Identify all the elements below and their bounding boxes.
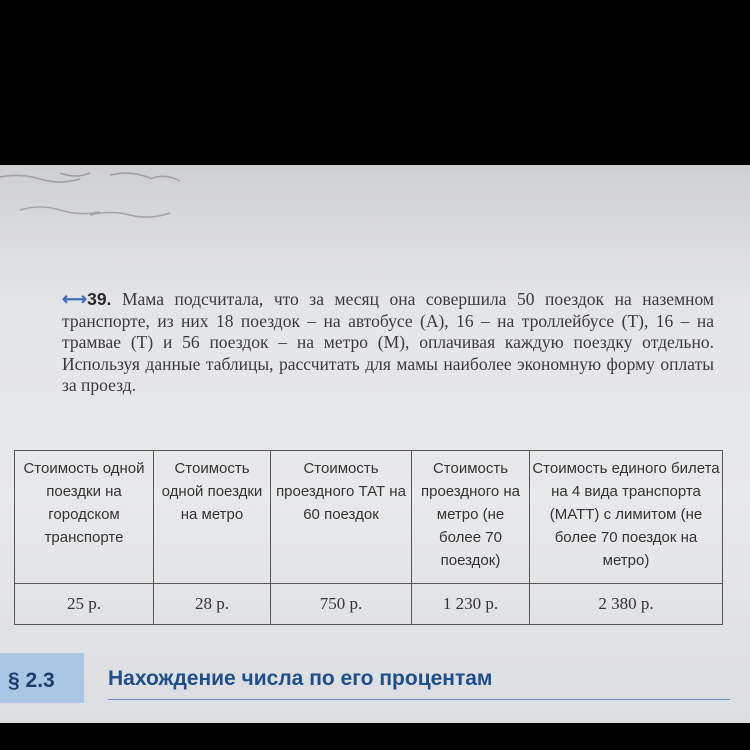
problem-39: ⟷39. Мама подсчитала, что за месяц она с… [62,289,714,397]
table-header-row: Стоимость одной поездки на городском тра… [14,450,723,584]
value-cell: 750 р. [270,583,412,625]
header-cell: Стоимость проездного ТАТ на 60 поездок [270,450,412,584]
value-cell: 2 380 р. [529,583,723,625]
handwriting-bleed-through [0,172,181,218]
section-number: § 2.3 [0,653,84,703]
textbook-page: ⟷39. Мама подсчитала, что за месяц она с… [0,165,750,723]
section-heading: § 2.3 Нахождение числа по его процентам [0,653,750,703]
double-arrow-icon: ⟷ [62,289,88,309]
value-cell: 25 р. [14,583,154,625]
problem-number: 39. [87,289,112,309]
header-cell: Стоимость одной поездки на городском тра… [14,450,154,584]
header-cell: Стоимость одной поездки на метро [153,450,271,584]
table-row: 25 р. 28 р. 750 р. 1 230 р. 2 380 р. [14,583,723,625]
fare-table: Стоимость одной поездки на городском тра… [14,450,723,625]
header-cell: Стоимость единого билета на 4 вида транс… [529,450,723,584]
value-cell: 28 р. [153,583,271,625]
section-title: Нахождение числа по его процентам [108,667,493,690]
header-cell: Стоимость проездного на метро (не более … [411,450,530,584]
value-cell: 1 230 р. [411,583,530,625]
problem-text: Мама подсчитала, что за месяц она соверш… [62,289,714,395]
divider [108,699,730,700]
